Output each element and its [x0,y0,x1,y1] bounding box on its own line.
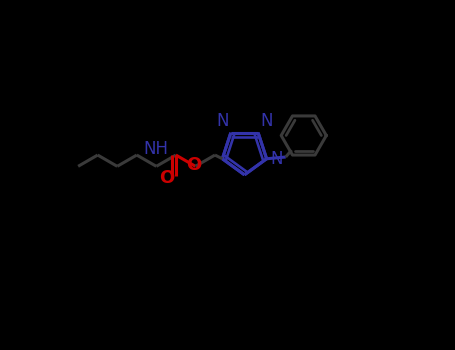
Text: O: O [186,156,201,174]
Text: N: N [260,112,273,130]
Text: NH: NH [144,140,169,158]
Text: N: N [270,150,283,168]
Text: O: O [160,169,175,187]
Text: N: N [217,112,229,130]
